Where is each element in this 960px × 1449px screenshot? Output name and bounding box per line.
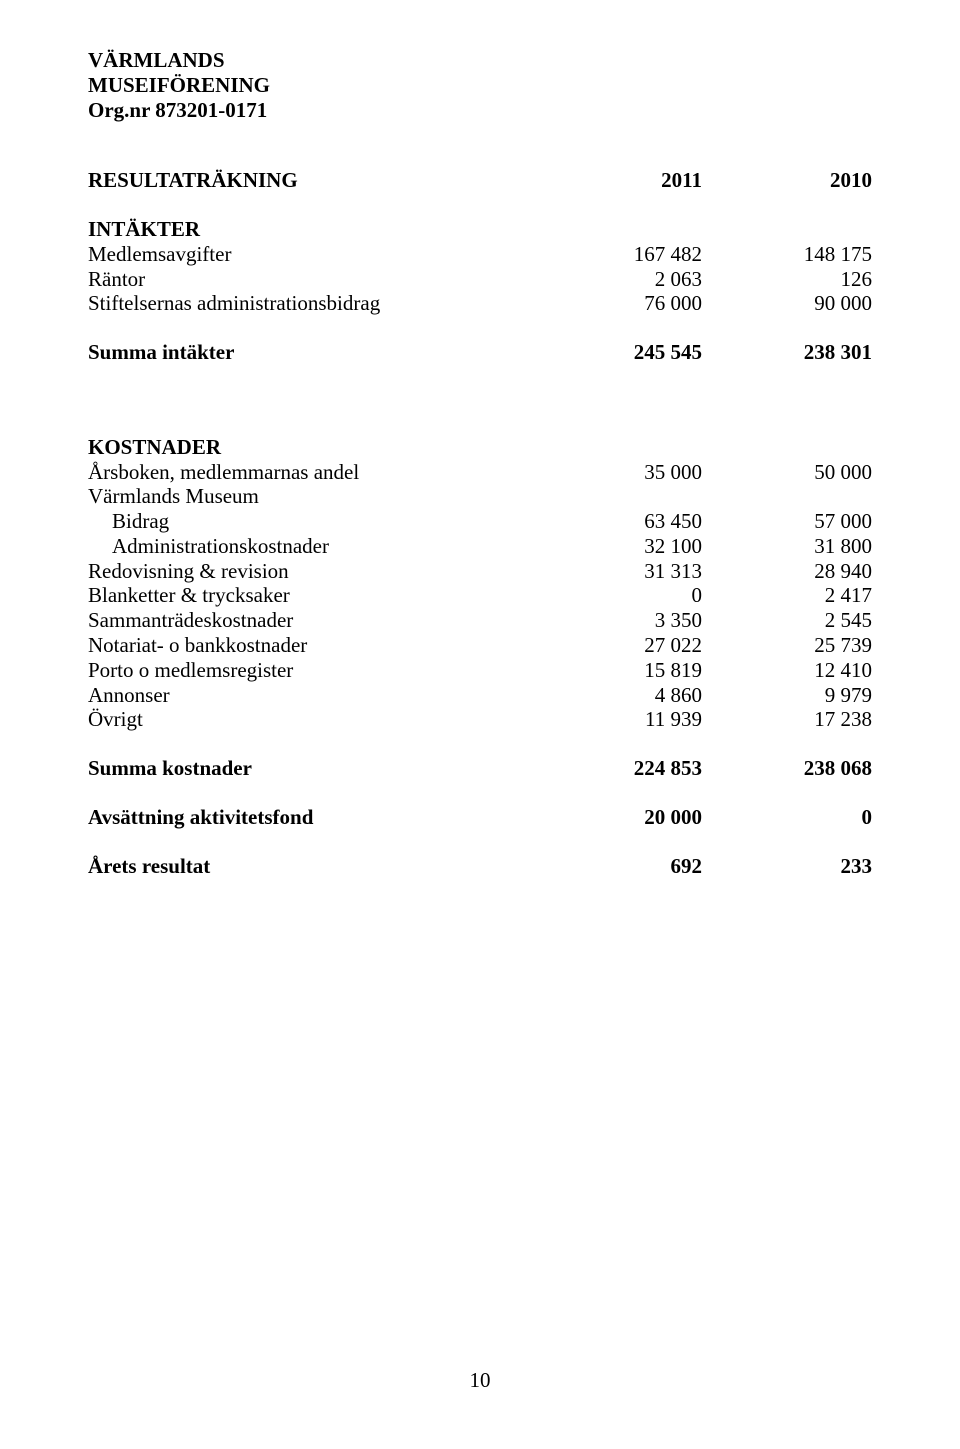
summa-intakter-label: Summa intäkter: [88, 340, 532, 365]
intakter-row: Räntor2 063126: [88, 267, 872, 292]
kostnader-value-2010: 57 000: [702, 509, 872, 534]
kostnader-value-2011: 4 860: [532, 683, 702, 708]
kostnader-row: Notariat- o bankkostnader27 02225 739: [88, 633, 872, 658]
intakter-row: Medlemsavgifter167 482148 175: [88, 242, 872, 267]
kostnader-label: Porto o medlemsregister: [88, 658, 532, 683]
intakter-value-2011: 167 482: [532, 242, 702, 267]
kostnader-row: Årsboken, medlemmarnas andel35 00050 000: [88, 460, 872, 485]
resultat-label: Årets resultat: [88, 854, 532, 879]
kostnader-value-2011: [532, 484, 702, 509]
kostnader-label: Övrigt: [88, 707, 532, 732]
intakter-label: Räntor: [88, 267, 532, 292]
kostnader-row: Annonser4 8609 979: [88, 683, 872, 708]
org-name-line1: VÄRMLANDS: [88, 48, 872, 73]
kostnader-label: Notariat- o bankkostnader: [88, 633, 532, 658]
summa-intakter-c1: 245 545: [532, 340, 702, 365]
kostnader-value-2010: 12 410: [702, 658, 872, 683]
summa-intakter-row: Summa intäkter 245 545 238 301: [88, 340, 872, 365]
kostnader-row: Porto o medlemsregister15 81912 410: [88, 658, 872, 683]
intakter-label: Medlemsavgifter: [88, 242, 532, 267]
kostnader-row: Sammanträdeskostnader3 3502 545: [88, 608, 872, 633]
kostnader-row: Bidrag63 45057 000: [88, 509, 872, 534]
kostnader-value-2010: 25 739: [702, 633, 872, 658]
resultat-c1: 692: [532, 854, 702, 879]
kostnader-value-2011: 31 313: [532, 559, 702, 584]
statement-title-row: RESULTATRÄKNING 2011 2010: [88, 168, 872, 193]
summa-kostnader-c1: 224 853: [532, 756, 702, 781]
summa-kostnader-label: Summa kostnader: [88, 756, 532, 781]
kostnader-value-2010: 50 000: [702, 460, 872, 485]
kostnader-row: Värmlands Museum: [88, 484, 872, 509]
year-col-2: 2010: [702, 168, 872, 193]
kostnader-label: Sammanträdeskostnader: [88, 608, 532, 633]
summa-kostnader-row: Summa kostnader 224 853 238 068: [88, 756, 872, 781]
kostnader-row: Blanketter & trycksaker02 417: [88, 583, 872, 608]
intakter-head: INTÄKTER: [88, 217, 872, 242]
intakter-value-2011: 2 063: [532, 267, 702, 292]
kostnader-value-2010: 9 979: [702, 683, 872, 708]
intakter-value-2010: 90 000: [702, 291, 872, 316]
avsattning-label: Avsättning aktivitetsfond: [88, 805, 532, 830]
org-name-line2: MUSEIFÖRENING: [88, 73, 872, 98]
kostnader-value-2010: 31 800: [702, 534, 872, 559]
statement-title: RESULTATRÄKNING: [88, 168, 532, 193]
kostnader-label: Årsboken, medlemmarnas andel: [88, 460, 532, 485]
avsattning-c1: 20 000: [532, 805, 702, 830]
avsattning-row: Avsättning aktivitetsfond 20 000 0: [88, 805, 872, 830]
kostnader-label: Blanketter & trycksaker: [88, 583, 532, 608]
kostnader-label: Värmlands Museum: [88, 484, 532, 509]
kostnader-value-2011: 15 819: [532, 658, 702, 683]
kostnader-row: Administrationskostnader32 10031 800: [88, 534, 872, 559]
kostnader-label: Administrationskostnader: [88, 534, 532, 559]
kostnader-value-2011: 63 450: [532, 509, 702, 534]
kostnader-value-2010: 28 940: [702, 559, 872, 584]
kostnader-value-2010: 2 545: [702, 608, 872, 633]
resultat-c2: 233: [702, 854, 872, 879]
kostnader-value-2010: 2 417: [702, 583, 872, 608]
summa-kostnader-c2: 238 068: [702, 756, 872, 781]
org-number: Org.nr 873201-0171: [88, 98, 872, 123]
kostnader-value-2011: 11 939: [532, 707, 702, 732]
intakter-value-2010: 126: [702, 267, 872, 292]
intakter-value-2011: 76 000: [532, 291, 702, 316]
page-number: 10: [0, 1368, 960, 1393]
kostnader-head: KOSTNADER: [88, 435, 872, 460]
kostnader-value-2010: 17 238: [702, 707, 872, 732]
summa-intakter-c2: 238 301: [702, 340, 872, 365]
kostnader-value-2010: [702, 484, 872, 509]
kostnader-value-2011: 35 000: [532, 460, 702, 485]
avsattning-c2: 0: [702, 805, 872, 830]
intakter-value-2010: 148 175: [702, 242, 872, 267]
kostnader-value-2011: 32 100: [532, 534, 702, 559]
kostnader-value-2011: 0: [532, 583, 702, 608]
intakter-row: Stiftelsernas administrationsbidrag76 00…: [88, 291, 872, 316]
resultat-row: Årets resultat 692 233: [88, 854, 872, 879]
kostnader-label: Redovisning & revision: [88, 559, 532, 584]
year-col-1: 2011: [532, 168, 702, 193]
kostnader-row: Övrigt11 93917 238: [88, 707, 872, 732]
kostnader-row: Redovisning & revision31 31328 940: [88, 559, 872, 584]
intakter-label: Stiftelsernas administrationsbidrag: [88, 291, 532, 316]
kostnader-value-2011: 27 022: [532, 633, 702, 658]
kostnader-label: Annonser: [88, 683, 532, 708]
kostnader-label: Bidrag: [88, 509, 532, 534]
kostnader-value-2011: 3 350: [532, 608, 702, 633]
